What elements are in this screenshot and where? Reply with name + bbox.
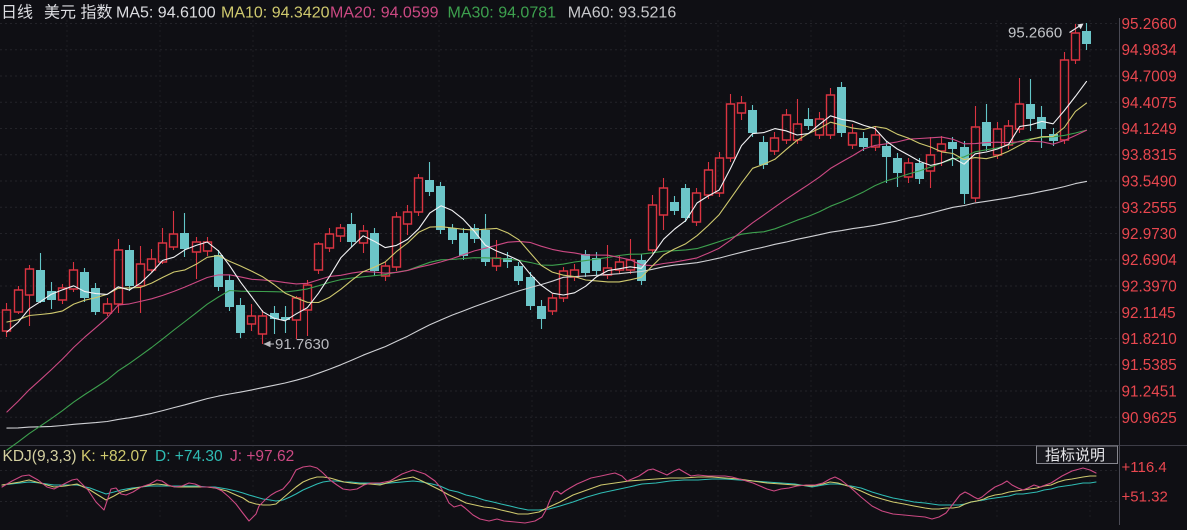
svg-text:91.5385: 91.5385 <box>1122 357 1177 374</box>
svg-text:92.3970: 92.3970 <box>1122 279 1177 296</box>
svg-text:94.9834: 94.9834 <box>1122 42 1178 59</box>
svg-text:92.9730: 92.9730 <box>1122 226 1177 243</box>
svg-text:91.8210: 91.8210 <box>1122 331 1177 348</box>
svg-text:93.8315: 93.8315 <box>1122 147 1177 164</box>
svg-text:94.4075: 94.4075 <box>1122 95 1177 112</box>
svg-text:91.7630: 91.7630 <box>275 336 329 353</box>
svg-text:MA20: 94.0599: MA20: 94.0599 <box>330 5 439 22</box>
svg-text:92.1145: 92.1145 <box>1122 305 1176 322</box>
svg-text:K: +82.07: K: +82.07 <box>81 448 148 465</box>
svg-text:90.9625: 90.9625 <box>1122 410 1177 427</box>
svg-text:MA5: 94.6100: MA5: 94.6100 <box>116 5 216 22</box>
svg-text:日线: 日线 <box>1 4 33 22</box>
svg-text:指标说明: 指标说明 <box>1045 447 1105 464</box>
svg-text:+116.4: +116.4 <box>1122 459 1167 476</box>
svg-text:94.1249: 94.1249 <box>1122 121 1177 138</box>
svg-text:MA60: 93.5216: MA60: 93.5216 <box>568 5 677 22</box>
svg-text:91.2451: 91.2451 <box>1122 384 1177 401</box>
svg-text:93.5490: 93.5490 <box>1122 174 1177 191</box>
svg-text:92.6904: 92.6904 <box>1122 252 1178 269</box>
svg-text:94.7009: 94.7009 <box>1122 69 1177 86</box>
svg-text:MA30: 94.0781: MA30: 94.0781 <box>448 5 557 22</box>
svg-text:95.2660: 95.2660 <box>1008 25 1062 42</box>
svg-text:95.2660: 95.2660 <box>1122 16 1177 33</box>
svg-text:+51.32: +51.32 <box>1122 488 1168 505</box>
svg-text:J: +97.62: J: +97.62 <box>230 448 294 465</box>
svg-text:KDJ(9,3,3): KDJ(9,3,3) <box>3 448 77 465</box>
svg-text:美元 指数: 美元 指数 <box>44 4 112 22</box>
svg-text:D: +74.30: D: +74.30 <box>155 448 223 465</box>
svg-text:MA10: 94.3420: MA10: 94.3420 <box>221 5 330 22</box>
svg-text:93.2555: 93.2555 <box>1122 200 1177 217</box>
